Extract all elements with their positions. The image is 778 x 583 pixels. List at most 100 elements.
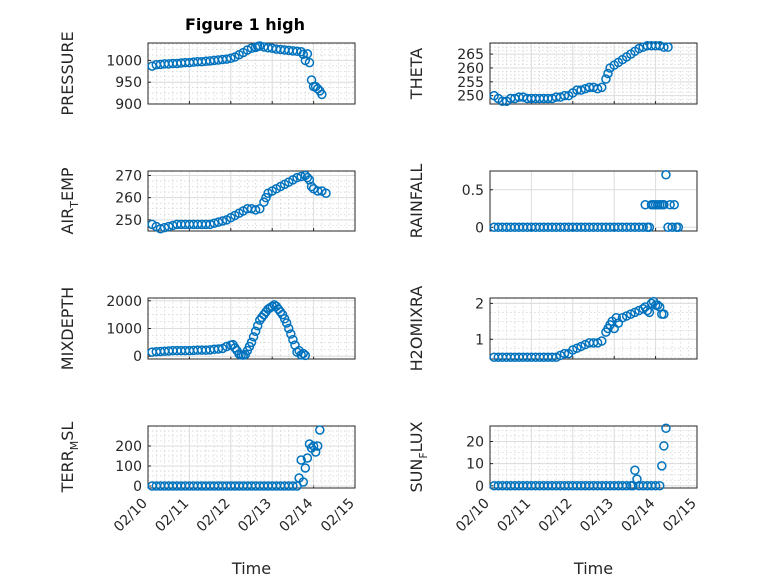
chart-1-data-point [306, 75, 317, 85]
chart-5-data-point [296, 350, 306, 360]
chart-7-data-point [308, 441, 319, 451]
chart-6-axes-box [489, 297, 698, 360]
chart-7-y-tick-label: 200 [115, 439, 142, 455]
chart-8-data-point [659, 441, 669, 451]
chart-8-x-tick-label: 02/13 [577, 496, 617, 536]
chart-8-y-axis-label: SUNFLUX [407, 421, 430, 492]
chart-2-y-axis-label: THETA [407, 48, 426, 100]
chart-5-y-axis-label: MIXDEPTH [58, 287, 77, 370]
chart-5-data-point [246, 337, 257, 348]
chart-5-data-point [284, 323, 294, 334]
chart-8-y-tick-label: 10 [466, 457, 484, 473]
chart-6-data-point [559, 348, 570, 359]
chart-4-data-point [638, 222, 648, 232]
chart-4-y-tick-label: 0.5 [462, 183, 484, 199]
chart-3-data-point [163, 221, 174, 232]
chart-8-x-tick-label: 02/12 [536, 496, 576, 536]
chart-3-data-point [209, 218, 219, 228]
chart-3-data-point [205, 219, 215, 230]
chart-3-y-tick-label: 250 [115, 213, 142, 229]
chart-3-data-point [261, 192, 271, 203]
chart-5-y-tick-label: 2000 [106, 294, 142, 310]
chart-5: 0 1000 2000 MIXDEPTH [58, 287, 356, 370]
chart-7-x-tick-label: 02/11 [152, 496, 192, 536]
chart-1-data-point [317, 89, 327, 100]
chart-2-data-point [603, 68, 613, 79]
chart-5-data-point [213, 344, 224, 354]
chart-8-data-point [628, 481, 638, 491]
chart-3-data-point [159, 222, 170, 233]
chart-4-data-point [644, 222, 655, 232]
chart-3-data-point [321, 188, 331, 198]
chart-8-data-point [661, 423, 671, 433]
chart-7: 02/10 02/11 02/12 02/13 02/14 02/15 0 100 200 TER… [58, 422, 358, 578]
chart-8-data-point [632, 474, 642, 484]
chart-8-x-axis-label: Time [573, 559, 613, 578]
chart-7-y-tick-label: 100 [115, 459, 142, 475]
chart-3-data-point [155, 224, 166, 234]
chart-4-data-point [661, 170, 671, 180]
chart-7-data-point [312, 441, 323, 451]
chart-7-x-tick-label: 02/15 [318, 496, 358, 536]
chart-2-y-tick-label: 255 [457, 75, 484, 91]
chart-3-data-point [312, 186, 323, 196]
chart-4-data-point [659, 200, 669, 210]
chart-4-data-point [667, 222, 677, 232]
chart-3-data-point [296, 171, 306, 182]
chart-4-y-axis-label: RAINFALL [407, 164, 426, 239]
chart-4-data-point [673, 222, 684, 232]
chart-5-data-point [288, 334, 298, 345]
chart-1-data-point [246, 43, 257, 53]
chart-2-plot-area [489, 42, 698, 105]
chart-3-data-point [259, 197, 269, 207]
chart-4-y-tick-label: 0 [475, 220, 484, 236]
chart-1-data-point [296, 46, 306, 57]
chart-4: 0 0.5 RAINFALL [407, 164, 698, 239]
chart-2-data-point [659, 42, 669, 52]
chart-5-data-point [298, 348, 308, 359]
chart-5-data-point [252, 320, 263, 331]
chart-3-data-point [302, 172, 313, 183]
chart-5-data-point [281, 318, 292, 328]
chart-3-y-tick-label: 270 [115, 168, 142, 184]
chart-7-data-point [300, 463, 311, 473]
chart-8: 02/10 02/11 02/12 02/13 02/14 02/15 0 10 20 SUNFL… [407, 421, 700, 578]
chart-1-data-point [298, 49, 308, 60]
chart-5-data-point [248, 332, 259, 342]
chart-2-data-point [576, 85, 586, 95]
chart-6-plot-area [489, 297, 698, 360]
chart-8-data-point [630, 465, 640, 476]
chart-8-data-point [657, 461, 667, 471]
chart-3-y-axis-label: AIRTEMP [58, 167, 81, 234]
chart-8-data-point [654, 481, 665, 491]
chart-3-data-point [250, 205, 261, 215]
chart-8-x-tick-label: 02/10 [453, 496, 493, 536]
chart-3-data-point [306, 181, 317, 192]
chart-3: 250 260 270 AIRTEMP [58, 167, 356, 235]
chart-6-data-point [597, 336, 607, 346]
chart-7-x-tick-label: 02/10 [111, 496, 151, 536]
chart-3-data-point [304, 175, 315, 185]
chart-1-data-point [221, 54, 232, 64]
chart-7-x-axis-label: Time [231, 559, 271, 578]
chart-7-x-tick-label: 02/13 [235, 496, 275, 536]
chart-7-plot-area [147, 425, 356, 489]
chart-3-data-point [292, 172, 302, 183]
chart-6-y-tick-label: 2 [475, 296, 484, 312]
chart-2-data-point [559, 90, 570, 101]
chart-6-data-point [611, 312, 622, 323]
chart-2-data-point [597, 82, 607, 93]
chart-2-axes-box [489, 42, 698, 105]
chart-7-y-tick-label: 0 [133, 479, 142, 495]
chart-8-y-tick-label: 0 [475, 479, 484, 495]
chart-1-axes-box [147, 42, 356, 105]
chart-1: 900 950 1000 PRESSURE [58, 31, 356, 116]
chart-8-plot-area [489, 425, 698, 489]
chart-2-data-point [663, 42, 673, 52]
chart-6-data-point [644, 307, 655, 318]
chart-6-data-point [659, 309, 669, 319]
chart-2-data-point [592, 84, 603, 94]
chart-8-x-tick-label: 02/14 [619, 495, 659, 535]
